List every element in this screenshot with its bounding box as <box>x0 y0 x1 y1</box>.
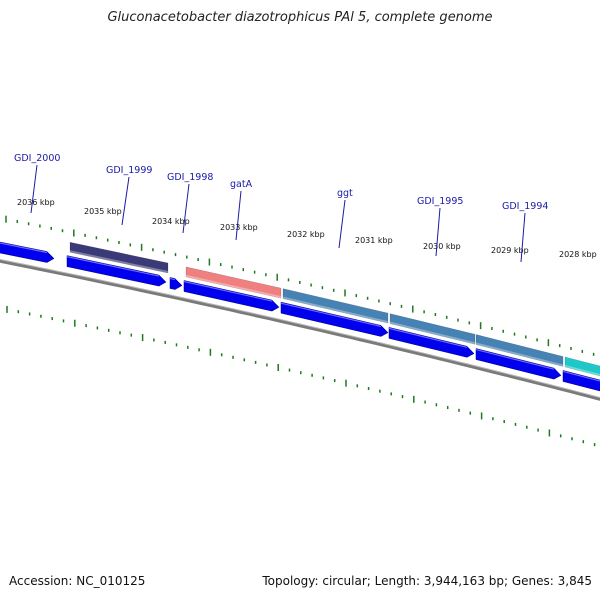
map-title: Gluconacetobacter diazotrophicus PAl 5, … <box>107 10 493 25</box>
cog-bar-ggt <box>282 288 389 324</box>
cds-arrow-GDI_2000 <box>0 241 55 263</box>
tick-label: 2028 kbp <box>559 250 597 259</box>
gene-label-ggt: ggt <box>337 188 353 199</box>
cds-ring <box>0 241 600 392</box>
gene-label-leader <box>435 207 441 257</box>
cog-bar-gatA <box>185 266 282 299</box>
gene-label-leader <box>520 212 526 263</box>
cds-arrow-GDI_1998 <box>169 277 183 290</box>
outer-tick-ring <box>5 215 595 356</box>
cds-arrow-highlight <box>280 302 382 328</box>
cog-ring <box>69 241 600 377</box>
cds-arrow-ggt <box>280 301 389 337</box>
cds-arrow-gatA <box>183 280 280 312</box>
gene-label-gatA: gatA <box>230 179 253 190</box>
cds-arrow-GDI_1995 <box>388 327 475 358</box>
genome-summary-text: Topology: circular; Length: 3,944,163 bp… <box>262 574 592 588</box>
cds-arrow-GDI_1999 <box>66 255 167 287</box>
cog-bar-shade <box>476 342 563 367</box>
cog-bar-shade <box>186 274 281 299</box>
tick-label: 2034 kbp <box>152 217 190 226</box>
cds-arrow-highlight <box>388 327 468 348</box>
cog-bar-GDI_1993 <box>564 356 600 377</box>
gene-label-leader <box>30 164 38 214</box>
tick-label: 2036 kbp <box>17 198 55 207</box>
tick-labels: 2036 kbp 2035 kbp 2034 kbp 2033 kbp 2032 kbp… <box>17 198 597 259</box>
cog-bar-shade <box>70 250 168 274</box>
cog-bar-shade <box>283 296 388 324</box>
gene-label-GDI_2000: GDI_2000 <box>14 153 60 164</box>
inner-tick-ring <box>6 305 596 447</box>
cds-arrow-GDI_1994 <box>475 348 562 380</box>
cds-arrow-GDI_1993 <box>562 370 600 392</box>
cds-arrow-highlight <box>562 370 600 382</box>
cog-bar-GDI_1995 <box>389 313 476 345</box>
tick-label: 2035 kbp <box>84 207 122 216</box>
cds-arrow-highlight <box>66 256 160 277</box>
backbone-layer <box>0 258 600 401</box>
tick-label: 2033 kbp <box>220 223 258 232</box>
cog-bar-GDI_1999 <box>69 241 169 274</box>
gene-label-leader <box>121 176 130 226</box>
cds-arrow-highlight <box>183 280 273 302</box>
gene-label-GDI_1999: GDI_1999 <box>106 165 152 176</box>
cds-arrow-highlight <box>475 348 555 370</box>
cog-bar-GDI_1994 <box>475 334 564 367</box>
genome-backbone-highlight <box>0 258 600 399</box>
tick-label: 2031 kbp <box>355 236 393 245</box>
cds-arrow-highlight <box>0 242 48 254</box>
gene-label-GDI_1994: GDI_1994 <box>502 201 548 212</box>
cog-bar-shade <box>390 321 475 345</box>
gene-label-leader <box>182 183 190 234</box>
gene-label-leader <box>338 199 346 249</box>
cog-bar-shade <box>565 364 600 377</box>
genome-backbone <box>0 259 600 401</box>
tick-label: 2032 kbp <box>287 230 325 239</box>
gene-label-GDI_1998: GDI_1998 <box>167 172 213 183</box>
gene-label-leader <box>235 190 242 241</box>
accession-text: Accession: NC_010125 <box>9 574 146 588</box>
gene-labels: GDI_2000 GDI_1999 GDI_1998 gatA ggt GDI_1995 G… <box>14 153 548 263</box>
gene-label-GDI_1995: GDI_1995 <box>417 196 463 207</box>
cds-arrow-highlight <box>169 277 176 281</box>
tick-label: 2029 kbp <box>491 246 529 255</box>
tick-label: 2030 kbp <box>423 242 461 251</box>
